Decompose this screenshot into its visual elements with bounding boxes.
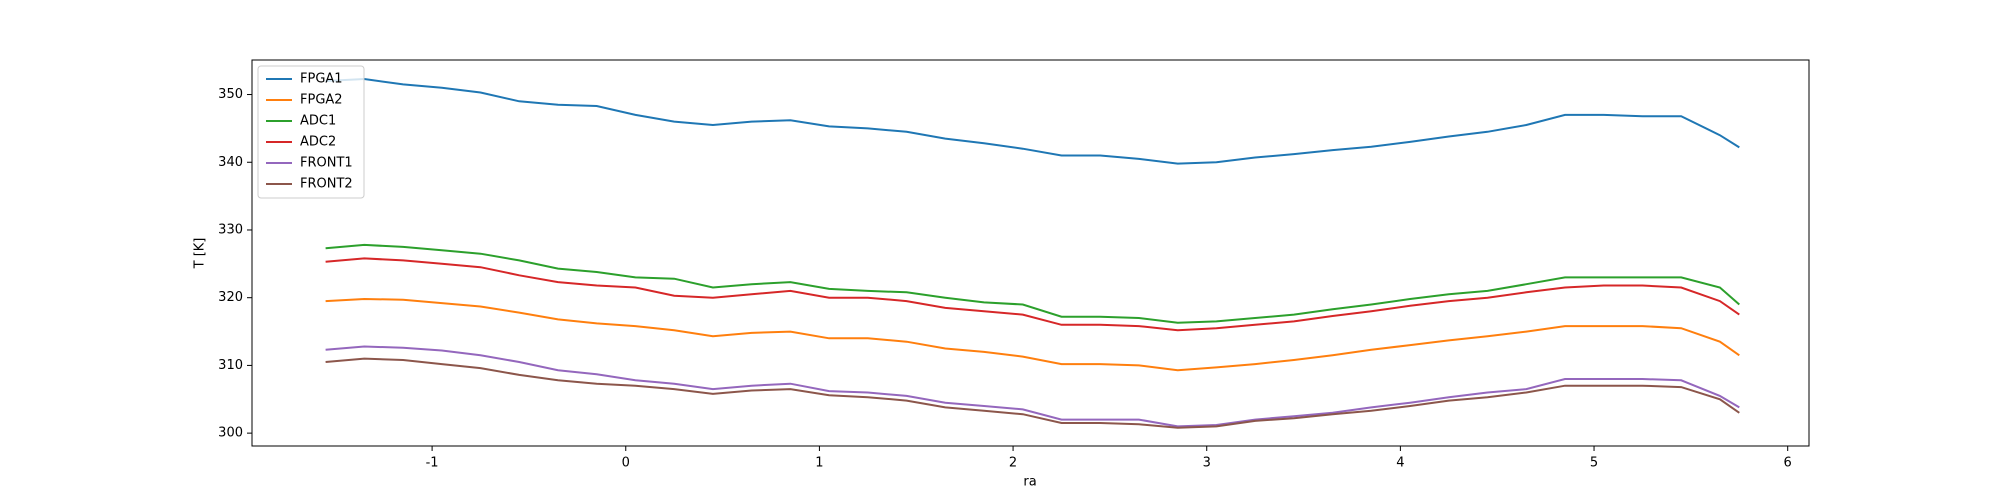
x-tick-label: 3 [1203, 456, 1211, 471]
plot-frame [251, 59, 1810, 447]
series-line [325, 297, 1740, 372]
series-line [325, 77, 1740, 165]
legend-label: FPGA2 [300, 93, 343, 108]
x-tick-label: 4 [1396, 456, 1404, 471]
y-tick-label: 320 [218, 290, 243, 305]
series-line [325, 357, 1740, 429]
x-tick-label: 1 [815, 456, 823, 471]
y-tick-label: 300 [218, 426, 243, 441]
y-tick-label: 350 [218, 87, 243, 102]
x-tick-label: 5 [1590, 456, 1598, 471]
x-tick-label: 2 [1009, 456, 1017, 471]
y-tick-label: 310 [218, 358, 243, 373]
legend-label: ADC1 [300, 114, 336, 129]
series-line [325, 345, 1740, 428]
series-line [325, 257, 1740, 332]
legend-label: FRONT2 [300, 177, 353, 192]
x-tick-label: 6 [1784, 456, 1792, 471]
y-tick-label: 340 [218, 155, 243, 170]
y-tick-label: 330 [218, 222, 243, 237]
legend-label: FRONT1 [300, 156, 353, 171]
legend-label: FPGA1 [300, 72, 343, 87]
x-axis-label: ra [1023, 475, 1036, 490]
series-line [325, 243, 1740, 324]
y-axis-label: T [K] [193, 238, 208, 270]
x-tick-label: -1 [426, 456, 439, 471]
legend-label: ADC2 [300, 135, 336, 150]
x-tick-label: 0 [622, 456, 630, 471]
